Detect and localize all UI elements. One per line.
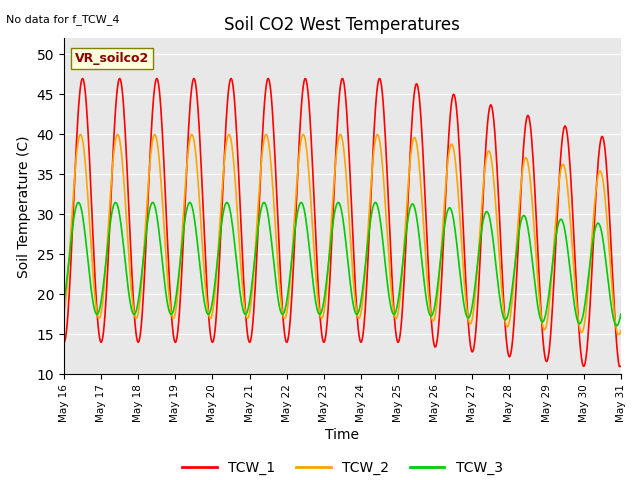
TCW_3 xyxy=(613,323,621,328)
TCW_2 xyxy=(411,134,419,140)
TCW_1 xyxy=(185,124,193,130)
Title: Soil CO2 West Temperatures: Soil CO2 West Temperatures xyxy=(225,16,460,34)
TCW_3 xyxy=(184,203,192,208)
TCW_2 xyxy=(60,310,68,316)
Line: TCW_2: TCW_2 xyxy=(64,134,621,335)
TCW_1 xyxy=(617,363,625,369)
TCW_1 xyxy=(616,363,623,369)
TCW_3 xyxy=(411,205,419,211)
TCW_3 xyxy=(70,214,78,220)
X-axis label: Time: Time xyxy=(325,428,360,442)
Legend: TCW_1, TCW_2, TCW_3: TCW_1, TCW_2, TCW_3 xyxy=(177,455,508,480)
TCW_2 xyxy=(225,132,233,137)
TCW_3 xyxy=(617,311,625,317)
Y-axis label: Soil Temperature (C): Soil Temperature (C) xyxy=(17,135,31,277)
Line: TCW_3: TCW_3 xyxy=(64,203,621,325)
TCW_1 xyxy=(70,190,78,196)
TCW_1 xyxy=(214,284,222,290)
TCW_2 xyxy=(214,259,221,265)
TCW_2 xyxy=(614,332,622,337)
TCW_3 xyxy=(428,313,435,319)
TCW_1 xyxy=(428,313,435,319)
TCW_3 xyxy=(214,258,221,264)
TCW_1 xyxy=(128,276,136,281)
TCW_2 xyxy=(184,151,192,157)
TCW_1 xyxy=(79,75,86,81)
TCW_2 xyxy=(127,287,135,293)
TCW_2 xyxy=(428,312,435,318)
TCW_3 xyxy=(371,200,379,205)
TCW_3 xyxy=(127,306,135,312)
Text: No data for f_TCW_4: No data for f_TCW_4 xyxy=(6,14,120,25)
TCW_1 xyxy=(60,339,68,345)
Line: TCW_1: TCW_1 xyxy=(64,78,621,366)
Text: VR_soilco2: VR_soilco2 xyxy=(75,52,149,65)
TCW_2 xyxy=(70,181,78,187)
TCW_1 xyxy=(411,86,419,92)
TCW_3 xyxy=(60,299,68,304)
TCW_2 xyxy=(617,328,625,334)
